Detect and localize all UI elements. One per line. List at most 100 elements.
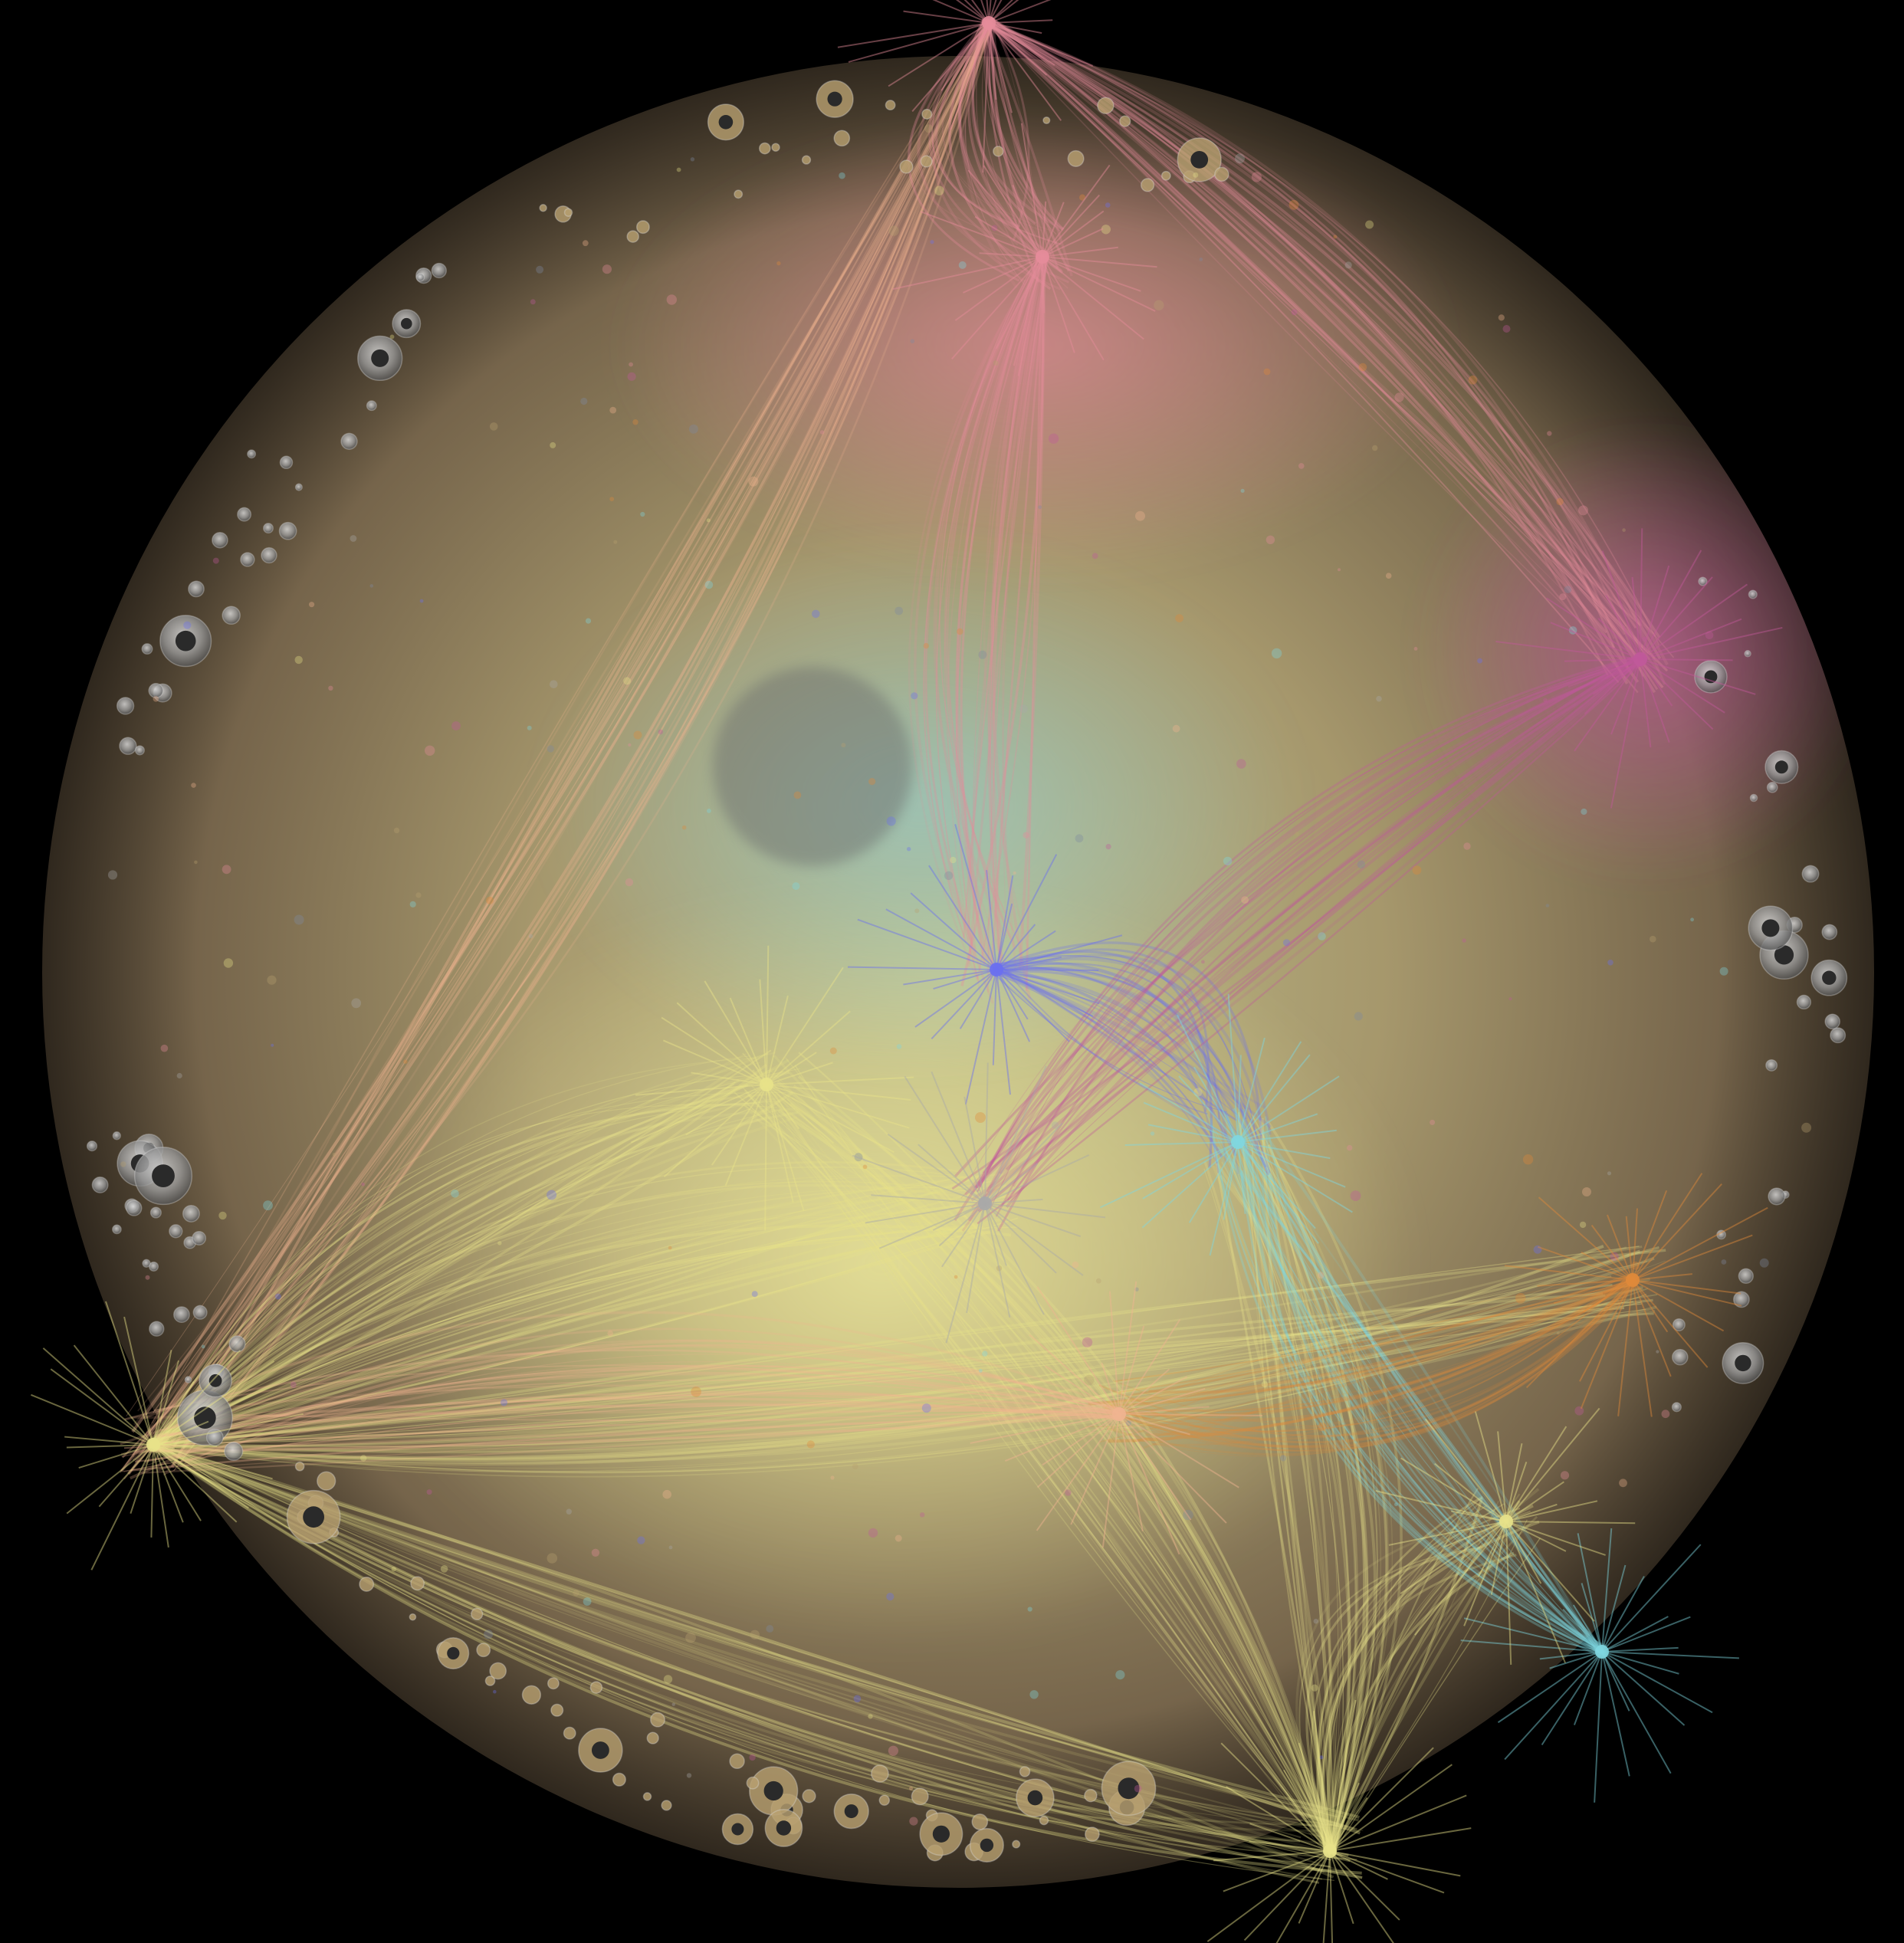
edge: [156, 1202, 1001, 1444]
graph-node: [625, 878, 634, 887]
graph-node: [707, 809, 711, 813]
edge: [986, 20, 1615, 639]
hub-ray: [996, 969, 1011, 1095]
graph-node: [602, 264, 612, 274]
edge: [1295, 1520, 1481, 1852]
edge: [998, 965, 1238, 1121]
graph-node: [1105, 202, 1111, 208]
edge: [977, 662, 1643, 1225]
graph-node: [294, 1461, 305, 1472]
hub-ray: [1553, 1279, 1633, 1305]
graph-node: [340, 432, 358, 450]
edge: [185, 1384, 1115, 1418]
edge: [156, 1249, 1666, 1447]
graph-node: [911, 692, 918, 700]
hub-center-white: [852, 1062, 1106, 1344]
hub-ray: [766, 995, 789, 1085]
edge: [955, 258, 1043, 960]
hub-ray: [988, 22, 1048, 76]
hub-ray: [988, 0, 992, 24]
graph-node: [609, 497, 615, 501]
hub-ray: [98, 1444, 154, 1508]
hub-ray: [984, 1198, 1043, 1204]
hub-ray: [888, 22, 990, 87]
edge: [772, 1101, 1331, 1847]
hub-ray: [1013, 256, 1043, 366]
edge: [153, 1065, 742, 1450]
edge: [1326, 1507, 1482, 1848]
edge: [152, 1288, 1649, 1478]
hub-ray: [1632, 1279, 1709, 1368]
edge: [155, 1224, 1012, 1442]
hub-ray: [78, 1444, 154, 1469]
hub-ray: [1505, 1521, 1512, 1665]
edge: [964, 654, 1643, 1196]
graph-node: [583, 1597, 592, 1606]
hub-ray: [1632, 1279, 1669, 1333]
edge: [154, 1166, 964, 1445]
hub-ray: [1505, 1503, 1558, 1522]
edge: [153, 1071, 790, 1448]
hub-ray: [766, 1062, 833, 1085]
graph-node: [1515, 1293, 1526, 1304]
graph-node: [547, 1553, 558, 1564]
hub-ray: [1505, 1521, 1606, 1556]
graph-node: [793, 791, 802, 799]
graph-node: [868, 1714, 873, 1719]
hub-ray: [1329, 1850, 1445, 1894]
edge: [963, 661, 1637, 1170]
edge: [1220, 1157, 1600, 1649]
graph-node: [563, 1726, 576, 1740]
edge: [960, 256, 1039, 965]
edge: [147, 1062, 760, 1448]
hub-ray: [104, 1301, 154, 1446]
hub-ray: [1505, 1500, 1598, 1522]
edge: [153, 1108, 796, 1449]
edge: [158, 1275, 1612, 1452]
edge: [154, 1160, 959, 1442]
graph-node: [661, 1800, 672, 1811]
graph-node: [676, 167, 681, 172]
edge: [983, 28, 1057, 235]
edge: [1229, 1145, 1328, 1856]
edge: [148, 1285, 1628, 1441]
graph-node: [868, 1528, 878, 1538]
hub-ray: [1193, 1066, 1239, 1143]
hub-ray: [1227, 993, 1239, 1143]
edge: [1102, 1279, 1635, 1413]
edge: [992, 972, 1237, 1141]
hub-ray: [996, 930, 1056, 970]
graph-node-core: [1735, 1354, 1751, 1372]
hub-ray: [153, 1360, 275, 1446]
edge: [1261, 1129, 1600, 1655]
hub-ray: [967, 169, 1043, 258]
hub-left: [31, 1301, 304, 1570]
edge: [1266, 1120, 1403, 1847]
hub-ray: [1044, 1365, 1120, 1415]
graph-node: [1430, 1119, 1436, 1125]
hub-ray: [988, 22, 1042, 34]
edge: [776, 1080, 1332, 1852]
edge: [154, 1213, 975, 1447]
edge: [986, 656, 1646, 1193]
hub-ray: [847, 966, 997, 970]
graph-node: [957, 628, 963, 635]
hub-ray: [951, 256, 1043, 360]
edge: [1224, 1147, 1601, 1655]
graph-node: [419, 599, 424, 603]
graph-node: [183, 621, 192, 629]
graph-node: [1821, 924, 1838, 940]
graph-node: [1556, 497, 1564, 506]
hub-ray: [1605, 595, 1641, 660]
graph-node: [393, 827, 400, 834]
edge: [1245, 1147, 1369, 1846]
hub-ray: [1220, 1742, 1331, 1852]
edge: [1331, 1515, 1538, 1856]
hub-ray: [766, 945, 770, 1085]
graph-node: [1084, 1374, 1095, 1386]
graph-node: [218, 1211, 227, 1220]
edge: [996, 971, 1212, 1133]
hub-ray: [986, 870, 997, 970]
hub-ray: [1538, 1246, 1633, 1281]
edge: [156, 1180, 970, 1443]
